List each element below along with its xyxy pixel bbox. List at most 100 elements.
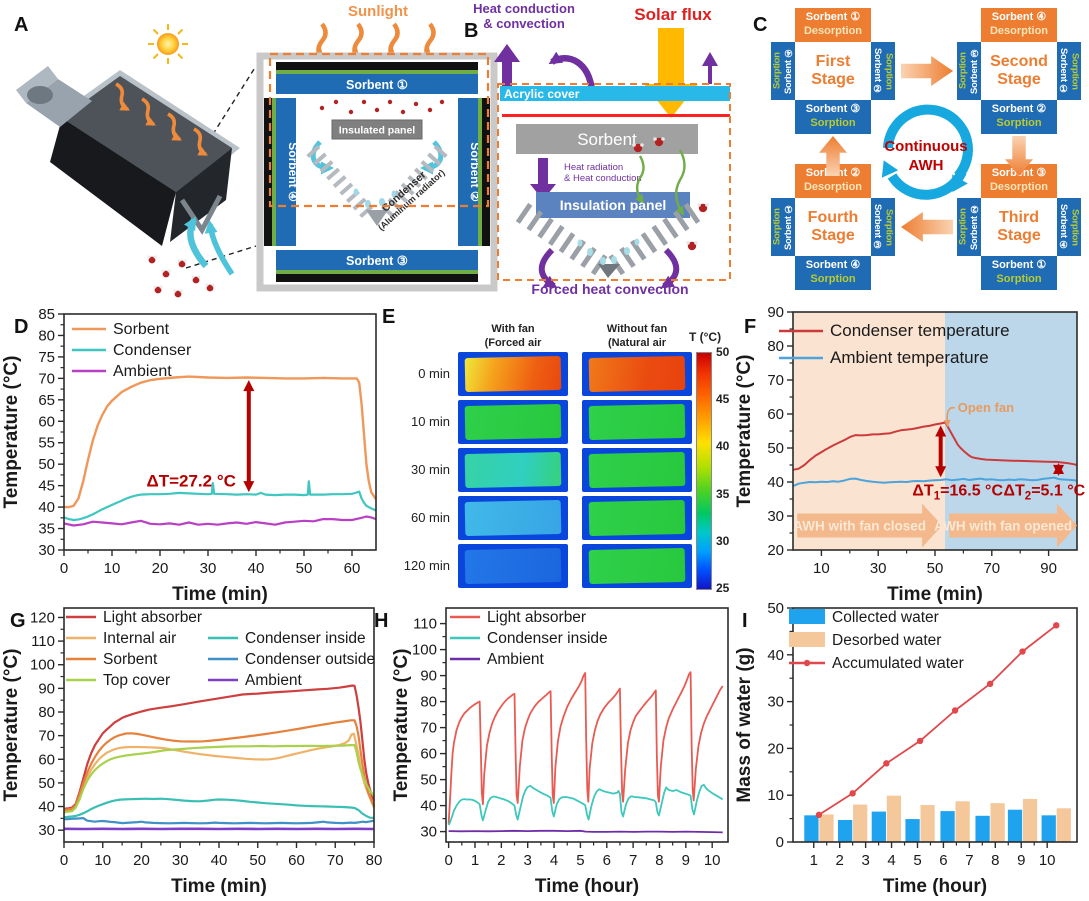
svg-text:35: 35 — [38, 521, 55, 538]
svg-text:50: 50 — [38, 456, 55, 473]
svg-text:60: 60 — [344, 560, 361, 577]
svg-text:60: 60 — [288, 852, 305, 869]
svg-text:90: 90 — [1040, 560, 1057, 577]
svg-text:Top cover: Top cover — [103, 672, 170, 689]
continuous-cycle-icon — [881, 104, 973, 200]
svg-text:Desorbed water: Desorbed water — [832, 632, 941, 649]
sunlight-label: Sunlight — [348, 3, 408, 20]
chart-component-temperatures: 0 10 20 30 40 50 60 70 80 30 40 50 60 70 80 90 100 110 120… — [1, 607, 382, 897]
water-molecules-b — [632, 137, 709, 251]
svg-text:20: 20 — [152, 560, 169, 577]
svg-text:50: 50 — [420, 772, 437, 789]
panel-b-heat-diagram: Acrylic cover Sorbent Heat radiation & H… — [494, 28, 731, 289]
svg-text:0: 0 — [444, 852, 452, 869]
svg-text:3: 3 — [524, 852, 532, 869]
svg-text:Time (min): Time (min) — [172, 584, 268, 605]
svg-text:50: 50 — [38, 775, 55, 792]
svg-text:70: 70 — [327, 852, 344, 869]
panel-e-label: E — [382, 306, 396, 328]
svg-text:ΔT1=16.5 °C: ΔT1=16.5 °C — [912, 483, 1003, 503]
svg-text:Accumulated water: Accumulated water — [832, 655, 964, 672]
svg-text:Light absorber: Light absorber — [103, 609, 202, 626]
thermal-image — [458, 352, 568, 396]
insulation-panel-label: Insulation panel — [560, 197, 667, 213]
thermal-image — [582, 544, 692, 588]
heat-down-arrow — [530, 158, 556, 200]
acrylic-cover — [500, 86, 730, 101]
svg-text:0: 0 — [776, 834, 784, 851]
svg-text:60: 60 — [38, 413, 55, 430]
svg-text:110: 110 — [413, 616, 437, 633]
absorber-layer — [502, 114, 730, 117]
panel-g-label: G — [10, 610, 26, 632]
svg-text:2: 2 — [836, 852, 844, 869]
row-label-0min: 0 min — [418, 366, 450, 381]
svg-text:Temperature (°C): Temperature (°C) — [734, 355, 755, 508]
svg-text:10: 10 — [1039, 852, 1056, 869]
svg-text:90: 90 — [38, 680, 55, 697]
convection-curl-arrow — [548, 51, 596, 93]
svg-text:90: 90 — [420, 668, 437, 685]
svg-text:Sorbent: Sorbent — [113, 321, 170, 338]
svg-text:Ambient: Ambient — [487, 651, 545, 668]
forced-convection-label: Forced heat convection — [531, 281, 689, 297]
droplets — [577, 238, 640, 265]
thermal-image — [458, 496, 568, 540]
svg-text:30: 30 — [38, 542, 55, 559]
svg-text:50: 50 — [767, 440, 784, 457]
heat-radiation-label: Heat radiation — [564, 162, 623, 173]
sorbent-block — [516, 124, 698, 154]
chart-single-stage-temperature: 0 10 20 30 40 50 60 30 35 40 45 50 55 60 65 70 75 80 85 Tim… — [1, 306, 378, 605]
panel-b: B Acrylic cover Sorbent Heat radiation &… — [440, 0, 735, 300]
sorbent-label: Sorbent — [577, 130, 637, 149]
forced-convection-arrow-left — [538, 247, 558, 289]
thermal-image — [582, 448, 692, 492]
svg-text:Sorbent: Sorbent — [103, 651, 158, 668]
chart-fan-open-close: 10 30 50 70 90 20 30 40 50 60 70 80 90 Time (min) Temp… — [734, 304, 1086, 605]
panel-a-label: A — [14, 14, 29, 36]
svg-text:10: 10 — [813, 560, 830, 577]
svg-text:AWH with fan opened: AWH with fan opened — [934, 519, 1072, 534]
sorbent-4-label: Sorbent ④ — [286, 142, 300, 202]
svg-text:Ambient: Ambient — [113, 363, 172, 380]
svg-text:40: 40 — [38, 499, 55, 516]
svg-text:Temperature (°C): Temperature (°C) — [1, 649, 22, 802]
svg-text:ΔT=27.2 °C: ΔT=27.2 °C — [146, 471, 235, 490]
svg-text:10: 10 — [94, 852, 111, 869]
svg-text:100: 100 — [412, 642, 437, 659]
panel-i-label: I — [742, 610, 748, 632]
svg-text:70: 70 — [767, 372, 784, 389]
svg-text:50: 50 — [296, 560, 313, 577]
svg-text:6: 6 — [939, 852, 947, 869]
svg-text:9: 9 — [682, 852, 690, 869]
svg-text:Mass of water (g): Mass of water (g) — [734, 647, 755, 802]
svg-text:90: 90 — [767, 304, 784, 321]
svg-text:5: 5 — [913, 852, 921, 869]
svg-text:20: 20 — [767, 740, 784, 757]
svg-text:Temperature (°C): Temperature (°C) — [391, 649, 412, 802]
thermal-image — [458, 544, 568, 588]
vapor-path-arrow — [635, 155, 645, 204]
svg-text:7: 7 — [629, 852, 637, 869]
panel-c-cycle: C Sorbent ① Desorption Sorbent ④ Sorption … — [735, 0, 1089, 300]
svg-text:10: 10 — [767, 787, 784, 804]
svg-text:70: 70 — [38, 728, 55, 745]
svg-text:Temperature (°C): Temperature (°C) — [1, 356, 22, 509]
device-schematic: Sorbent ① Sorbent ③ Sorbent ④ Sorbent ② … — [256, 52, 498, 292]
svg-text:Light absorber: Light absorber — [487, 609, 586, 626]
svg-text:4: 4 — [550, 852, 558, 869]
zoom-region-outline — [268, 52, 490, 208]
svg-text:85: 85 — [38, 306, 55, 323]
svg-text:10: 10 — [704, 852, 721, 869]
radiator-fins-right — [605, 202, 701, 278]
sorbent-3-label: Sorbent ③ — [346, 254, 408, 268]
svg-text:80: 80 — [420, 694, 437, 711]
svg-text:7: 7 — [965, 852, 973, 869]
svg-text:60: 60 — [420, 746, 437, 763]
svg-text:30: 30 — [870, 560, 887, 577]
svg-text:80: 80 — [38, 327, 55, 344]
svg-text:Time (hour): Time (hour) — [883, 876, 987, 897]
svg-text:120: 120 — [30, 609, 55, 626]
svg-text:1: 1 — [471, 852, 479, 869]
svg-text:100: 100 — [30, 657, 55, 674]
